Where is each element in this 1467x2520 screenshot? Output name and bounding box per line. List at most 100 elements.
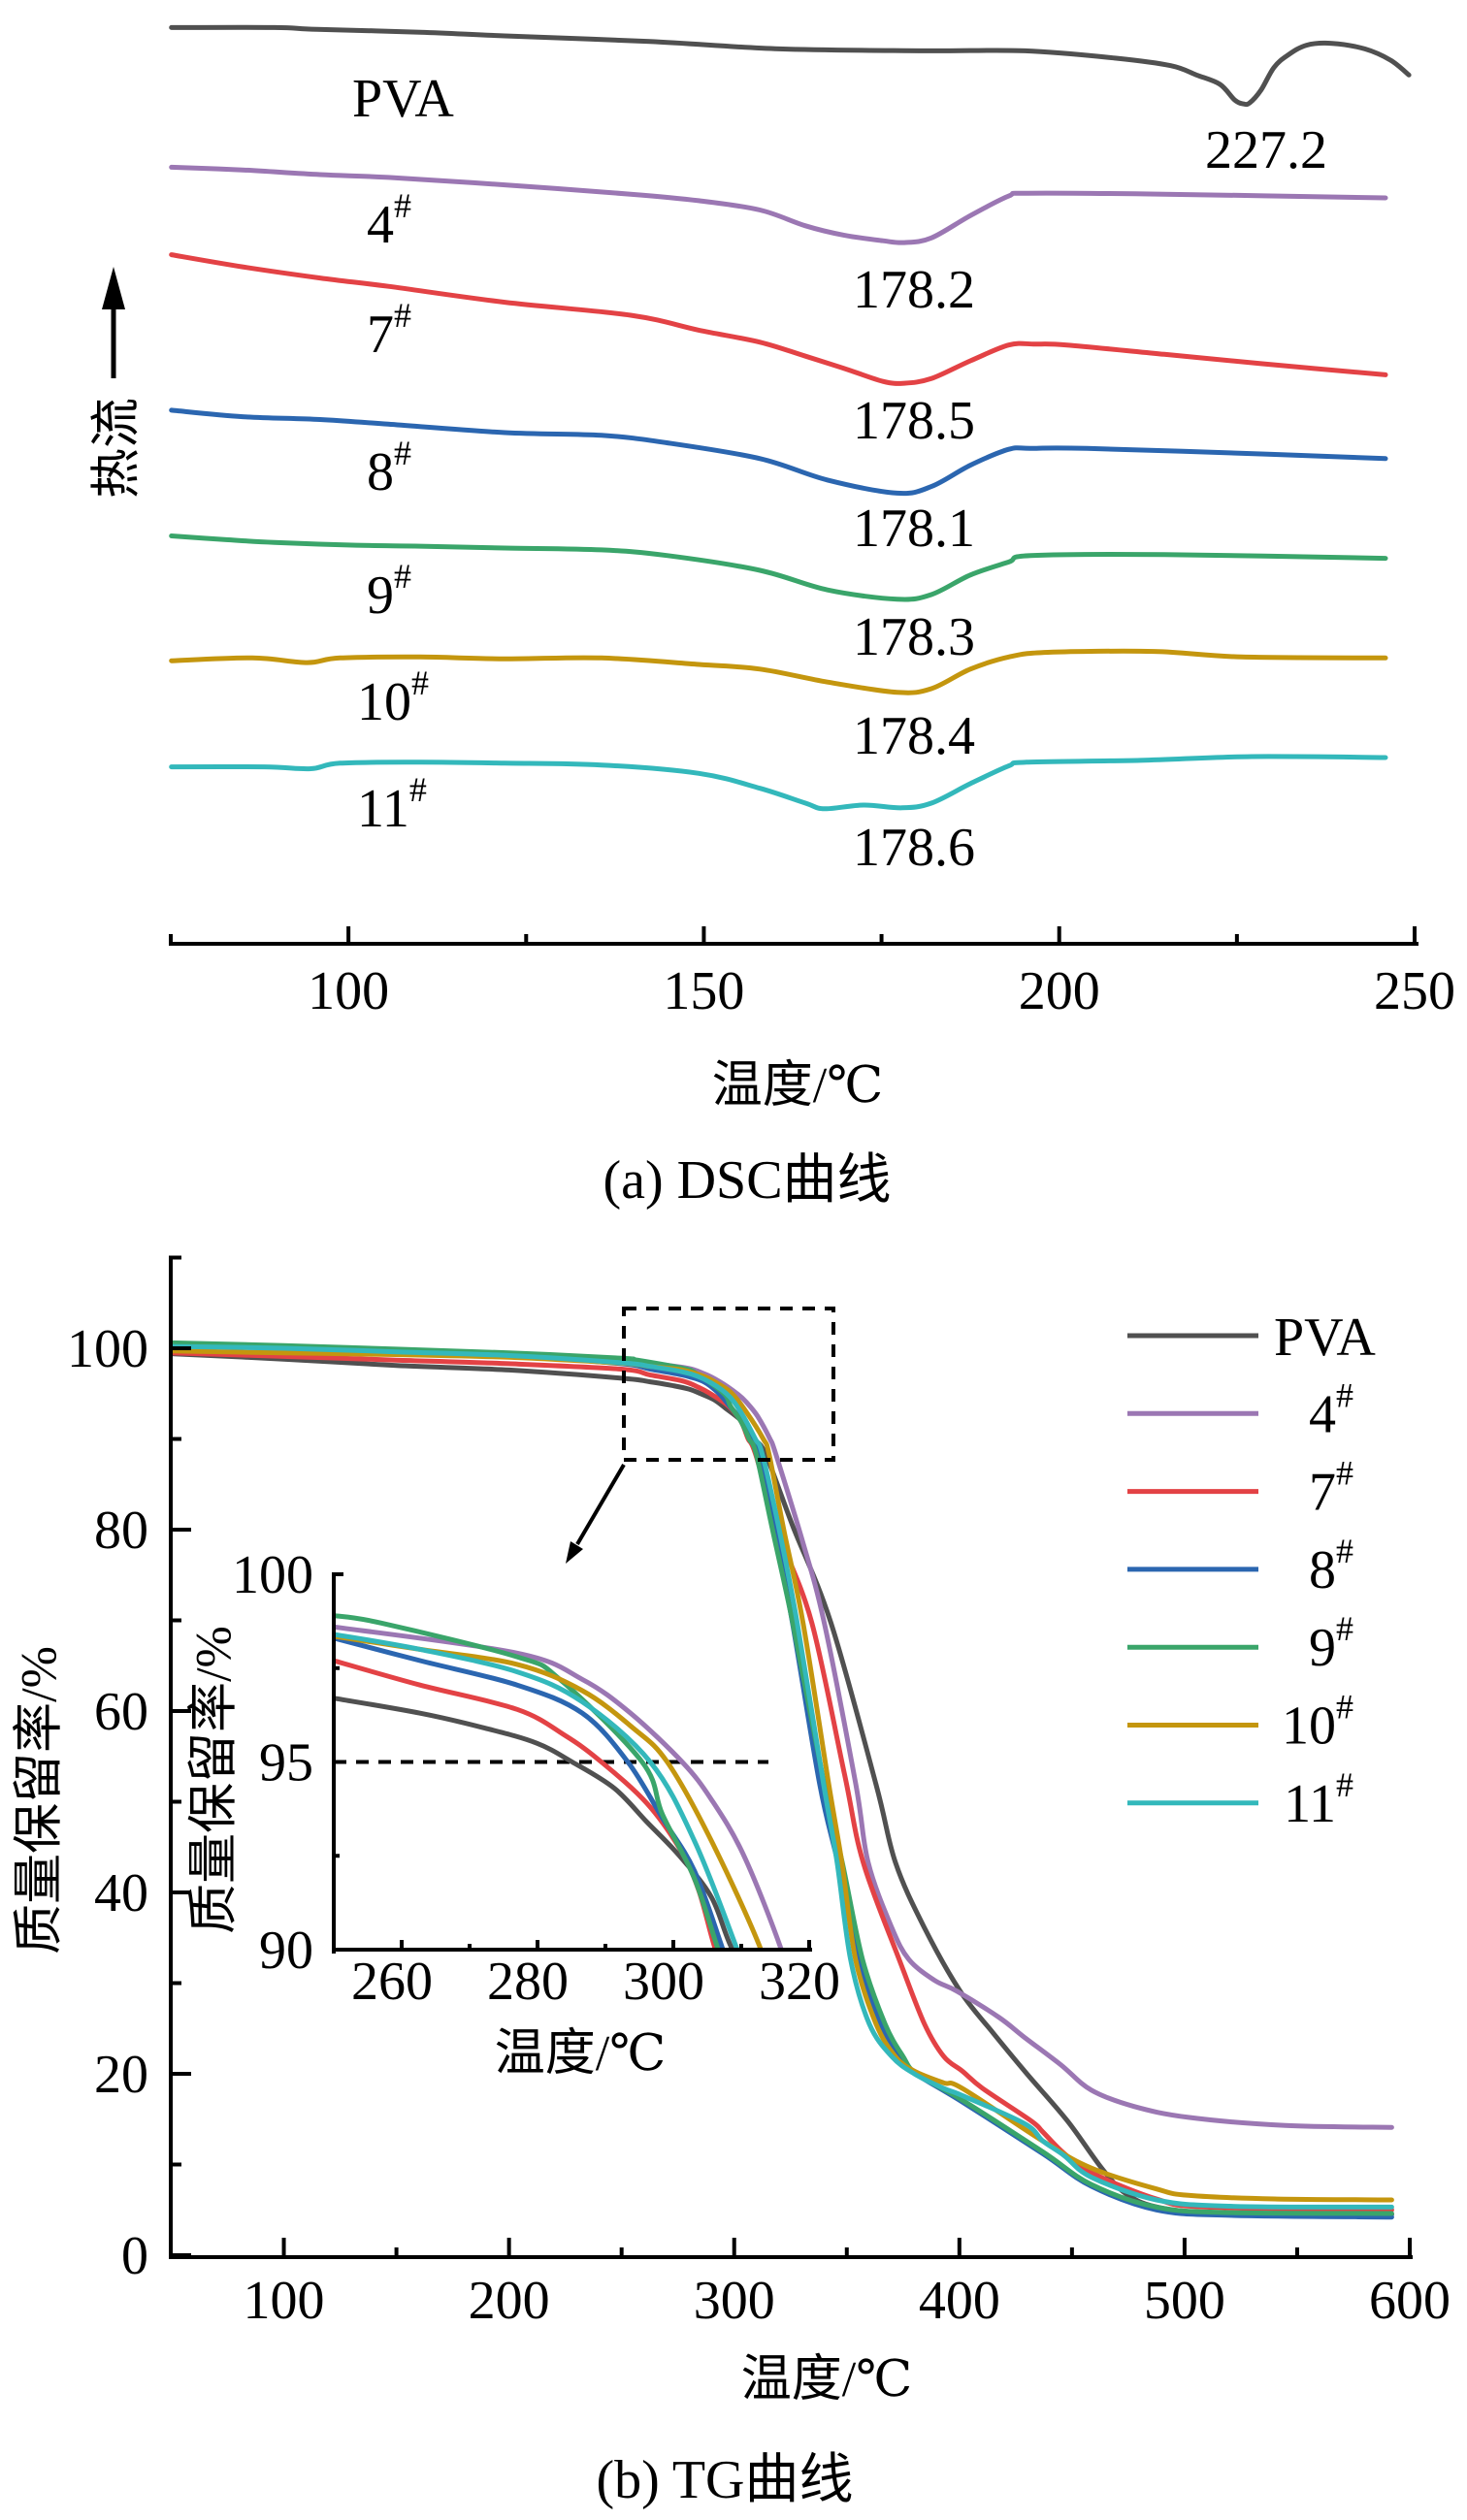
dsc-peak-label-7: 178.5 [853,391,975,451]
dsc-series-line-pva [169,24,1412,108]
label-text: 7 [1309,1463,1336,1523]
label-text: 10 [1282,1696,1336,1757]
label-superscript: # [1336,1375,1353,1414]
legend-item-10: 10# [1127,1688,1353,1757]
legend-item-7: 7# [1127,1454,1353,1523]
label-text: 10 [357,672,411,732]
legend-label: 11# [1284,1765,1353,1834]
legend-label: 10# [1282,1688,1353,1757]
inset-x-tick-label: 260 [351,1952,433,2012]
label-text: 8 [1309,1540,1336,1600]
inset-series-line-9 [334,1613,722,1952]
label-text: 11 [357,779,409,839]
label-superscript: # [1336,1765,1353,1804]
label-superscript: # [394,557,411,596]
inset-y-tick-label: 95 [259,1733,313,1793]
dsc-peak-label-8: 178.1 [853,499,975,559]
inset-x-tick-label: 280 [487,1952,569,2012]
tg-y-tick-label: 0 [121,2226,148,2286]
label-text: 7 [367,305,394,365]
tg-series-group [171,1340,1394,2220]
label-superscript: # [394,296,411,335]
tg-x-tick-label: 400 [919,2271,1000,2331]
label-text: PVA [1274,1308,1376,1368]
up-arrow-icon [102,267,125,378]
tg-series-line-9 [171,1340,1394,2216]
inset-y-axis-label: 质量保留率/% [187,1626,243,1934]
tg-y-axis-label: 质量保留率/% [13,1646,68,1955]
tg-x-tick-label: 500 [1144,2271,1225,2331]
dsc-series-label-pva: PVA [352,69,454,129]
legend-label: 8# [1309,1532,1353,1600]
inset-series-line-11 [334,1632,741,1952]
label-superscript: # [411,663,429,702]
tg-x-tick-label: 200 [469,2271,550,2331]
legend-item-pva: PVA [1127,1308,1376,1368]
dsc-series-line-11 [169,754,1388,812]
legend-item-11: 11# [1127,1765,1353,1834]
dsc-series-label-10: 10# [357,663,429,732]
inset-axes: 90 95 100 260 280 300 320 [232,1545,840,2012]
label-superscript: # [1336,1532,1353,1570]
label-text: PVA [352,69,454,129]
dsc-inline-labels: PVA227.24#178.27#178.58#178.19#178.310#1… [352,69,1327,878]
dsc-x-tick-label: 200 [1019,961,1100,1021]
dsc-series-label-9: 9# [367,557,411,626]
tg-x-tick-label: 600 [1369,2271,1451,2331]
dsc-y-axis-label: 热流 [90,398,146,499]
dsc-peak-label-4: 178.2 [853,260,975,320]
tg-y-tick-label: 100 [67,1319,148,1379]
legend-item-9: 9# [1127,1609,1353,1678]
legend-label: PVA [1274,1308,1376,1368]
inset-x-tick-label: 300 [623,1952,704,2012]
tg-axes: 0 20 40 60 80 100 100 200 300 400 500 600 [67,1255,1451,2331]
dsc-series-line-4 [169,164,1388,245]
legend-label: 7# [1309,1454,1353,1523]
zoom-pointer-arrow-icon [566,1463,626,1564]
label-text: 8 [367,442,394,502]
dsc-x-tick-label: 250 [1374,961,1455,1021]
dsc-series-label-4: 4# [367,186,411,255]
dsc-series-label-7: 7# [367,296,411,365]
inset-series-line-4 [334,1624,785,1952]
tg-series-line-11 [171,1343,1394,2210]
tg-y-tick-label: 20 [94,2045,148,2105]
tg-y-tick-label: 40 [94,1863,148,1923]
tg-series-line-pva [171,1351,1394,2217]
legend-item-8: 8# [1127,1532,1353,1600]
inset-x-axis-label: 温度/℃ [495,2026,667,2082]
label-text: 4 [1309,1384,1336,1444]
dsc-peak-label-9: 178.3 [853,607,975,667]
tg-y-tick-label: 60 [94,1682,148,1742]
dsc-x-tick-label: 150 [663,961,744,1021]
tg-x-tick-label: 100 [244,2271,325,2331]
label-superscript: # [1336,1454,1353,1493]
dsc-x-tick-label: 100 [308,961,389,1021]
inset-series-line-pva [334,1696,736,1952]
label-text: 9 [1309,1618,1336,1678]
tg-series-line-7 [171,1350,1394,2213]
dsc-series-line-9 [169,533,1388,602]
dsc-x-axis: 100 150 200 250 [169,926,1455,1021]
tg-x-axis-label: 温度/℃ [741,2352,913,2407]
dsc-series-label-8: 8# [367,434,411,502]
dsc-series-line-8 [169,407,1388,497]
dsc-peak-label-10: 178.4 [853,706,975,766]
dsc-series-group [169,24,1412,812]
label-superscript: # [1336,1609,1353,1648]
dsc-caption: (a) DSC曲线 [603,1150,891,1211]
inset-y-tick-label: 90 [259,1921,313,1981]
label-superscript: # [1336,1688,1353,1727]
legend-label: 9# [1309,1609,1353,1678]
dsc-series-line-7 [169,252,1388,386]
tg-caption: (b) TG曲线 [597,2450,854,2510]
inset-y-tick-label: 100 [232,1545,313,1605]
label-superscript: # [409,770,427,809]
inset-series-line-8 [334,1635,727,1952]
inset-plot: 90 95 100 260 280 300 320 质量保留率/% 温度/℃ [187,1545,841,2082]
dsc-series-label-11: 11# [357,770,427,839]
tg-y-tick-label: 80 [94,1501,148,1561]
label-text: 4 [367,195,394,255]
label-text: 9 [367,565,394,626]
